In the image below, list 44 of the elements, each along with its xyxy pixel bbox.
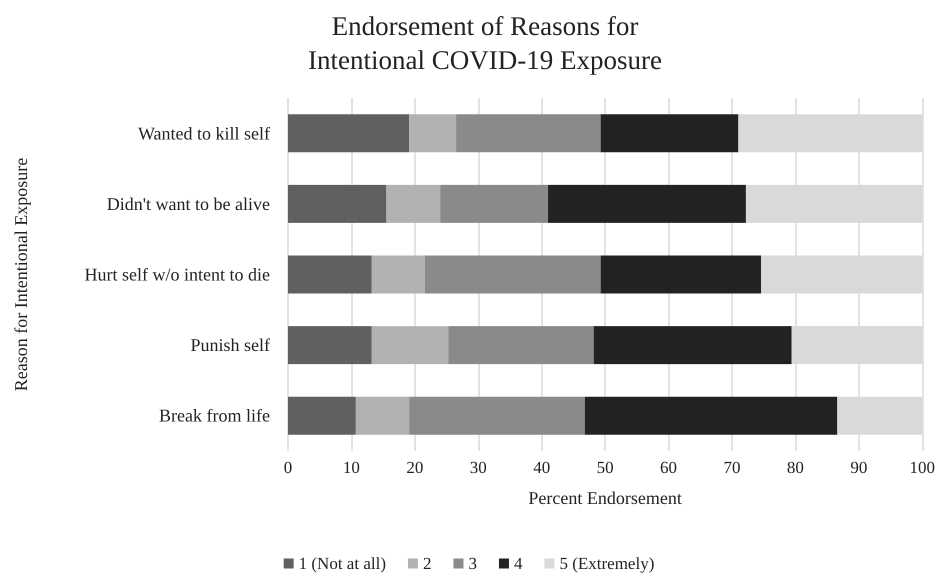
legend-label: 5 (Extremely)	[559, 554, 654, 573]
bar	[372, 256, 425, 294]
legend-label: 1 (Not at all)	[298, 554, 386, 573]
bar	[456, 114, 601, 152]
bar	[386, 184, 440, 223]
y-tick-label: Hurt self w/o intent to die	[84, 264, 270, 284]
bar	[440, 184, 548, 223]
bar	[288, 256, 372, 294]
y-tick-label: Punish self	[190, 335, 270, 356]
bar	[288, 114, 410, 152]
x-tick-label: 100	[910, 458, 935, 477]
x-tick-label: 40	[533, 458, 550, 477]
bar	[288, 184, 386, 223]
bar	[288, 396, 356, 435]
x-tick-label: 20	[406, 458, 424, 477]
bar	[584, 396, 838, 435]
y-tick-label: Didn't want to be alive	[106, 194, 270, 214]
x-tick-label: 30	[470, 458, 487, 477]
bar	[372, 326, 448, 364]
legend-label: 3	[468, 554, 477, 573]
x-tick-label: 90	[850, 458, 868, 477]
y-axis-title: Reason for Intentional Exposure	[11, 158, 31, 392]
bar	[594, 326, 792, 364]
x-tick-label: 0	[284, 458, 292, 477]
legend-label: 4	[514, 554, 523, 573]
bar	[448, 326, 594, 364]
bar	[600, 114, 738, 152]
x-tick-label: 60	[660, 458, 678, 477]
bar	[548, 184, 746, 223]
x-tick-label: 50	[596, 458, 614, 477]
bar	[288, 326, 372, 364]
bar	[409, 114, 456, 152]
bar	[356, 396, 410, 435]
x-tick-label: 70	[723, 458, 740, 477]
y-tick-label: Break from life	[159, 406, 270, 426]
bar	[425, 256, 601, 294]
y-tick-label: Wanted to kill self	[138, 123, 270, 144]
x-tick-label: 80	[786, 458, 804, 477]
x-tick-label: 10	[342, 458, 360, 477]
bar	[409, 396, 585, 435]
bar	[600, 256, 762, 294]
legend-label: 2	[422, 554, 432, 573]
chart-title: Endorsement of Reasons for Intentional COVID-19 Exposure	[308, 11, 662, 75]
x-axis-title: Percent Endorsement	[528, 488, 682, 508]
